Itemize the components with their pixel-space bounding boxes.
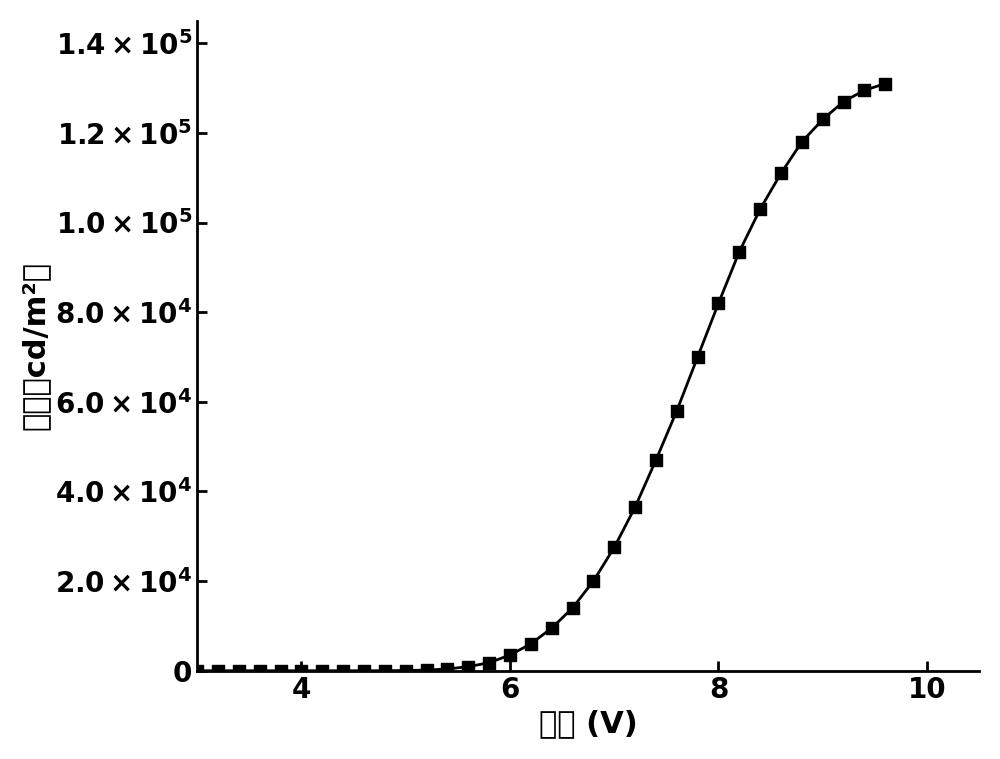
Point bbox=[335, 665, 351, 677]
Point bbox=[189, 665, 205, 677]
Point bbox=[544, 622, 560, 635]
Point bbox=[669, 405, 685, 417]
Point bbox=[273, 665, 289, 677]
Point bbox=[731, 246, 747, 258]
Point bbox=[794, 136, 810, 148]
Point bbox=[815, 113, 831, 125]
Y-axis label: 亮度（cd/m²）: 亮度（cd/m²） bbox=[21, 261, 50, 430]
Point bbox=[690, 351, 706, 363]
Point bbox=[398, 664, 414, 676]
Point bbox=[773, 167, 789, 179]
Point bbox=[648, 454, 664, 466]
Point bbox=[460, 660, 476, 672]
Point bbox=[606, 541, 622, 553]
Point bbox=[377, 665, 393, 677]
Point bbox=[565, 602, 581, 614]
Point bbox=[356, 665, 372, 677]
Point bbox=[752, 203, 768, 215]
Point bbox=[210, 665, 226, 677]
Point bbox=[314, 665, 330, 677]
Point bbox=[877, 77, 893, 90]
Point bbox=[523, 638, 539, 650]
Point bbox=[710, 297, 726, 309]
Point bbox=[481, 657, 497, 669]
Point bbox=[627, 501, 643, 513]
Point bbox=[252, 665, 268, 677]
Point bbox=[419, 664, 435, 676]
Point bbox=[502, 649, 518, 661]
Point bbox=[439, 663, 455, 675]
Point bbox=[585, 575, 601, 587]
X-axis label: 电压 (V): 电压 (V) bbox=[539, 709, 638, 739]
Point bbox=[293, 665, 309, 677]
Point bbox=[856, 84, 872, 96]
Point bbox=[231, 665, 247, 677]
Point bbox=[836, 96, 852, 108]
